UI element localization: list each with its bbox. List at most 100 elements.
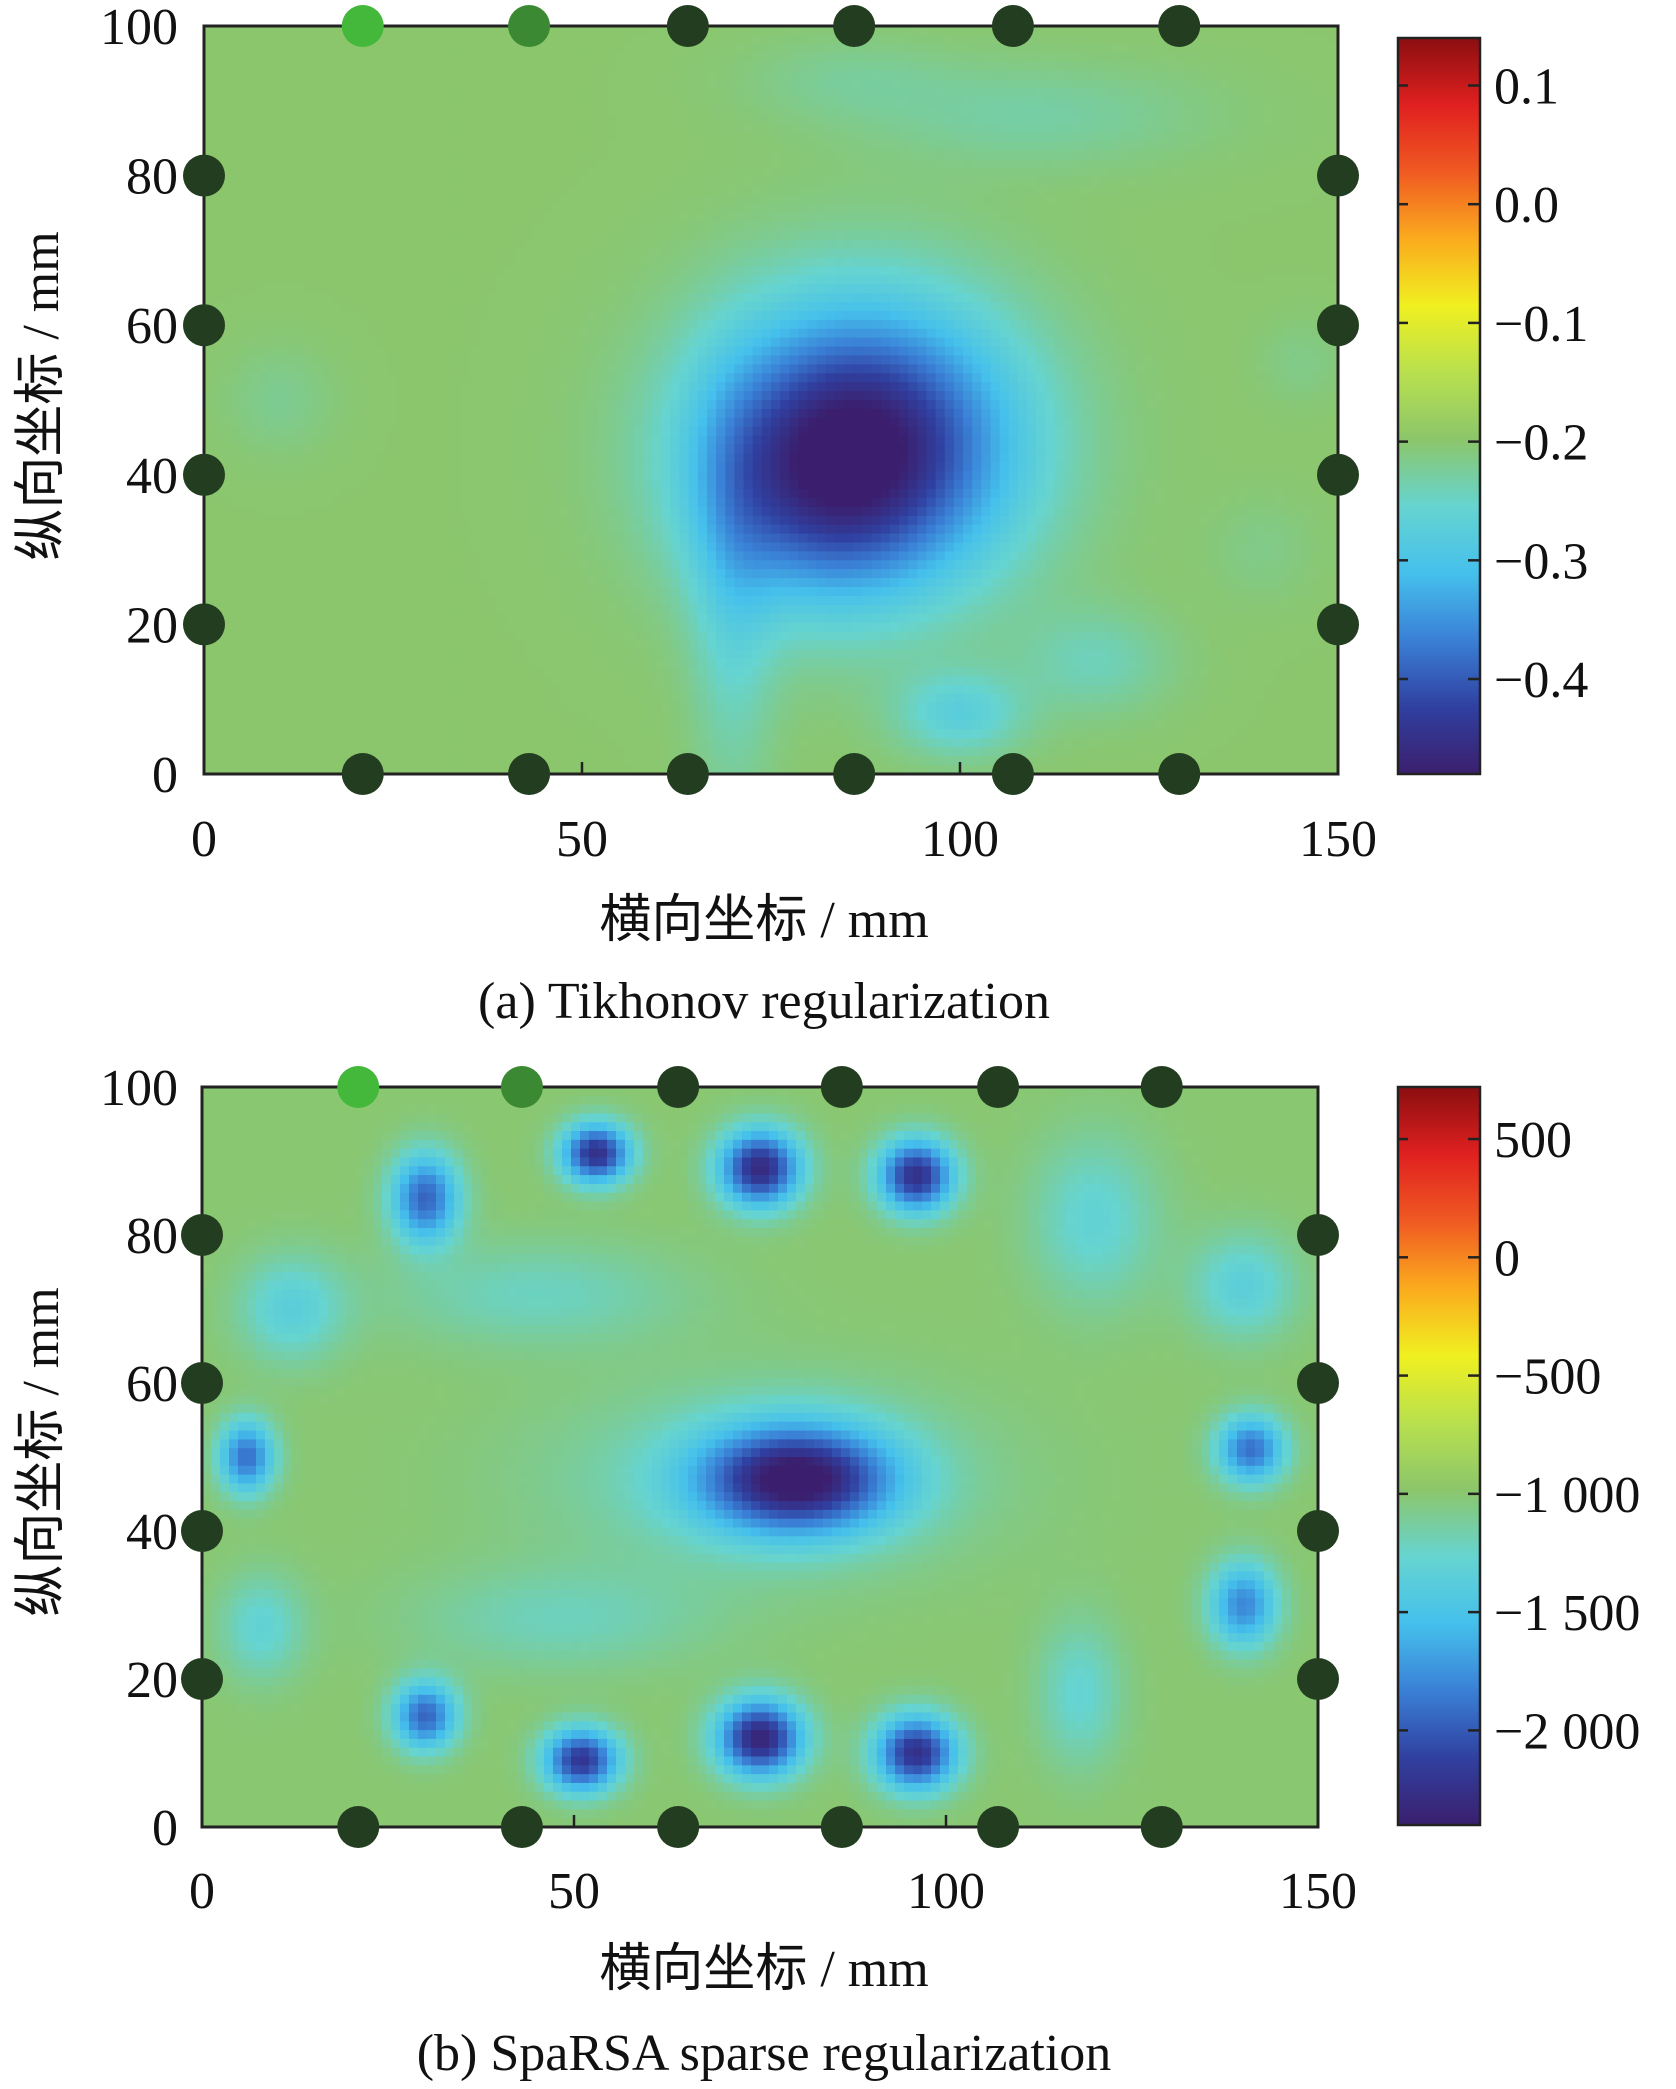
heatmap-cell — [332, 142, 342, 152]
heatmap-cell — [899, 71, 909, 81]
heatmap-cell — [808, 329, 818, 339]
heatmap-cell — [1283, 275, 1293, 285]
heatmap-cell — [753, 222, 763, 232]
heatmap-cell — [1192, 293, 1202, 303]
heatmap-cell — [625, 79, 635, 89]
heatmap-cell — [341, 222, 351, 232]
heatmap-cell — [835, 115, 845, 125]
heatmap-cell — [460, 364, 470, 374]
heatmap-cell — [1100, 347, 1110, 357]
heatmap-cell — [1082, 151, 1092, 161]
heatmap-cell — [606, 142, 616, 152]
heatmap-cell — [1210, 195, 1220, 205]
heatmap-cell — [341, 160, 351, 170]
heatmap-cell — [1000, 329, 1010, 339]
heatmap-cell — [835, 373, 845, 383]
heatmap-cell — [506, 320, 516, 330]
heatmap-cell — [1256, 53, 1266, 63]
heatmap-cell — [305, 133, 315, 143]
heatmap-cell — [917, 338, 927, 348]
heatmap-cell — [1228, 284, 1238, 294]
heatmap-cell — [442, 364, 452, 374]
heatmap-cell — [469, 347, 479, 357]
heatmap-cell — [1155, 195, 1165, 205]
heatmap-cell — [789, 124, 799, 134]
heatmap-cell — [1219, 142, 1229, 152]
heatmap-cell — [643, 373, 653, 383]
heatmap-cell — [744, 106, 754, 116]
heatmap-cell — [890, 240, 900, 250]
heatmap-cell — [1109, 44, 1119, 54]
heatmap-cell — [926, 151, 936, 161]
heatmap-cell — [1155, 364, 1165, 374]
heatmap-cell — [497, 382, 507, 392]
heatmap-cell — [1320, 106, 1330, 116]
heatmap-cell — [250, 106, 260, 116]
heatmap-cell — [1265, 88, 1275, 98]
heatmap-cell — [414, 160, 424, 170]
heatmap-cell — [1027, 364, 1037, 374]
heatmap-cell — [1265, 320, 1275, 330]
heatmap-cell — [542, 88, 552, 98]
heatmap-cell — [1128, 124, 1138, 134]
heatmap-cell — [405, 204, 415, 214]
heatmap-cell — [231, 284, 241, 294]
heatmap-cell — [359, 53, 369, 63]
heatmap-cell — [872, 347, 882, 357]
heatmap-cell — [552, 213, 562, 223]
heatmap-cell — [1219, 266, 1229, 276]
heatmap-cell — [643, 347, 653, 357]
heatmap-cell — [643, 62, 653, 71]
heatmap-cell — [1045, 186, 1055, 196]
heatmap-cell — [469, 53, 479, 63]
heatmap-cell — [661, 177, 671, 187]
heatmap-cell — [917, 71, 927, 81]
heatmap-cell — [442, 151, 452, 161]
heatmap-cell — [259, 124, 269, 134]
heatmap-cell — [1192, 115, 1202, 125]
heatmap-cell — [826, 160, 836, 170]
heatmap-cell — [753, 115, 763, 125]
heatmap-cell — [1128, 142, 1138, 152]
heatmap-cell — [1064, 106, 1074, 116]
heatmap-cell — [241, 160, 251, 170]
heatmap-cell — [1146, 240, 1156, 250]
heatmap-cell — [981, 329, 991, 339]
heatmap-cell — [917, 231, 927, 241]
heatmap-cell — [378, 320, 388, 330]
heatmap-cell — [881, 97, 891, 107]
heatmap-cell — [798, 258, 808, 268]
heatmap-cell — [972, 97, 982, 107]
heatmap-cell — [222, 222, 232, 232]
heatmap-cell — [780, 213, 790, 223]
heatmap-cell — [1283, 88, 1293, 98]
heatmap-cell — [771, 133, 781, 143]
heatmap-cell — [469, 79, 479, 89]
heatmap-cell — [1173, 275, 1183, 285]
heatmap-cell — [1128, 222, 1138, 232]
heatmap-cell — [250, 231, 260, 241]
heatmap-cell — [1119, 160, 1129, 170]
heatmap-cell — [990, 53, 1000, 63]
heatmap-cell — [917, 88, 927, 98]
heatmap-cell — [1100, 338, 1110, 348]
heatmap-cell — [926, 266, 936, 276]
heatmap-cell — [478, 133, 488, 143]
heatmap-cell — [762, 168, 772, 178]
heatmap-cell — [670, 338, 680, 348]
heatmap-cell — [734, 97, 744, 107]
heatmap-cell — [1146, 71, 1156, 81]
heatmap-cell — [707, 293, 717, 303]
heatmap-cell — [670, 275, 680, 285]
heatmap-cell — [561, 88, 571, 98]
heatmap-cell — [341, 355, 351, 365]
heatmap-cell — [707, 249, 717, 259]
heatmap-cell — [771, 186, 781, 196]
heatmap-cell — [798, 142, 808, 152]
heatmap-cell — [350, 249, 360, 259]
heatmap-cell — [460, 213, 470, 223]
heatmap-cell — [972, 88, 982, 98]
heatmap-cell — [231, 106, 241, 116]
heatmap-cell — [1100, 213, 1110, 223]
heatmap-cell — [798, 62, 808, 71]
